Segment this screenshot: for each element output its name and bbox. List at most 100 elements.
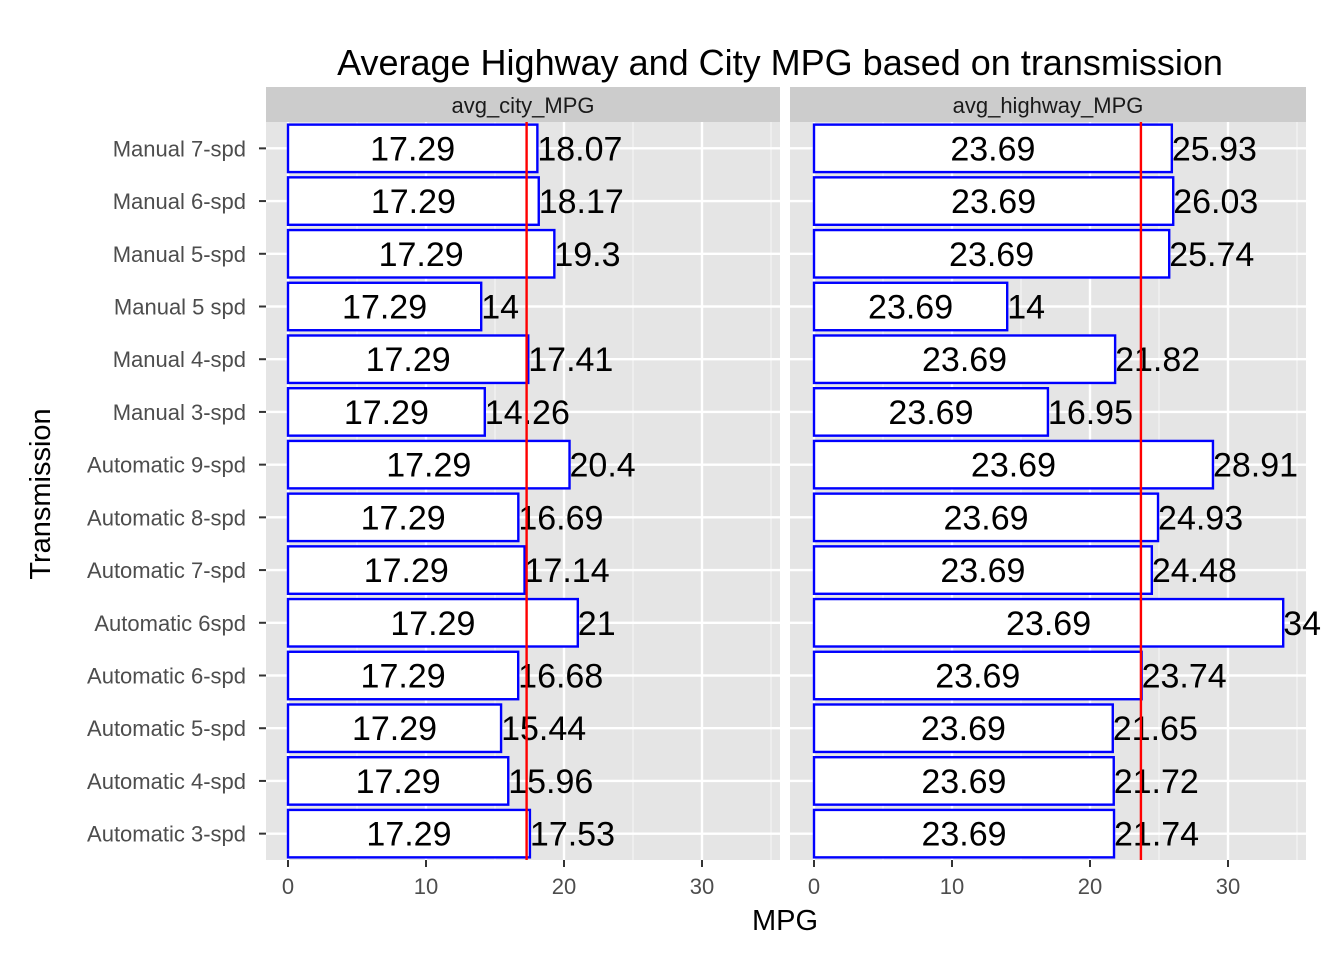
bar-value-label: 16.95	[1048, 394, 1133, 432]
bar-mean-label: 23.69	[921, 710, 1006, 748]
bar-value-label: 21.74	[1114, 816, 1199, 854]
bar	[812, 703, 1114, 754]
bar-mean-label: 23.69	[868, 289, 953, 327]
bar-mean-label: 17.29	[370, 130, 455, 168]
y-tick-label: Automatic 9-spd	[87, 453, 246, 478]
bar	[812, 545, 1154, 595]
bar-value-label: 18.17	[539, 183, 624, 221]
bar-value-label: 17.14	[525, 552, 610, 590]
bar	[812, 650, 1143, 701]
bar	[812, 228, 1171, 279]
y-tick-label: Automatic 7-spd	[87, 558, 246, 583]
bar-mean-label: 17.29	[366, 816, 451, 854]
x-tick-label: 0	[808, 874, 820, 899]
y-tick-label: Manual 6-spd	[113, 189, 246, 214]
bar-mean-label: 23.69	[921, 763, 1006, 801]
bar-value-label: 16.69	[518, 499, 603, 537]
bar-mean-label: 17.29	[390, 605, 475, 643]
bar	[286, 334, 530, 385]
bar-mean-label: 17.29	[364, 552, 449, 590]
bar-mean-label: 17.29	[356, 763, 441, 801]
y-tick-label: Automatic 3-spd	[87, 822, 246, 847]
y-tick-label: Manual 5-spd	[113, 242, 246, 267]
bar-mean-label: 23.69	[935, 658, 1020, 696]
facet-strip-label: avg_city_MPG	[451, 93, 594, 118]
x-tick-label: 0	[282, 874, 294, 899]
y-tick-label: Automatic 6spd	[94, 611, 246, 636]
bar-value-label: 23.74	[1142, 658, 1227, 696]
bar	[812, 808, 1116, 859]
bar-value-label: 21.82	[1115, 341, 1200, 379]
bar-value-label: 26.03	[1173, 183, 1258, 221]
bar-mean-label: 23.69	[888, 394, 973, 432]
bar-mean-label: 17.29	[371, 183, 456, 221]
facet-panel-1: avg_city_MPG 17.29 18.07 17.29 18.17 17.29 19.…	[266, 87, 780, 899]
bar-value-label: 18.07	[537, 130, 622, 168]
bar	[812, 176, 1175, 226]
bar	[286, 123, 539, 174]
bar	[812, 123, 1174, 174]
bar-value-label: 17.53	[530, 816, 615, 854]
x-tick-label: 20	[552, 874, 576, 899]
y-tick-label: Automatic 8-spd	[87, 505, 246, 530]
bar	[286, 756, 510, 806]
y-tick-label: Manual 3-spd	[113, 400, 246, 425]
bar	[286, 228, 556, 279]
plot-area: avg_city_MPG 17.29 18.07 17.29 18.17 17.29 19.…	[87, 87, 1321, 899]
y-tick-label: Manual 7-spd	[113, 136, 246, 161]
facet-strip	[266, 87, 780, 122]
bar-value-label: 19.3	[554, 236, 620, 274]
bar-mean-label: 23.69	[940, 552, 1025, 590]
bar-value-label: 24.48	[1152, 552, 1237, 590]
x-tick-label: 10	[414, 874, 438, 899]
facet-strip-label: avg_highway_MPG	[953, 93, 1144, 118]
bar-value-label: 34	[1283, 605, 1321, 643]
bar	[812, 281, 1009, 332]
bar-value-label: 16.68	[518, 658, 603, 696]
bar	[812, 492, 1160, 543]
bar-value-label: 25.74	[1169, 236, 1254, 274]
y-axis-title: Transmission	[25, 408, 57, 579]
bar	[286, 176, 540, 226]
y-tick-label: Automatic 4-spd	[87, 769, 246, 794]
x-tick-label: 30	[1216, 874, 1240, 899]
bar	[812, 334, 1117, 385]
bar-mean-label: 17.29	[366, 341, 451, 379]
bar	[286, 545, 526, 595]
bar	[286, 492, 520, 543]
bar	[286, 281, 483, 332]
facet-strip	[790, 87, 1306, 122]
bar-mean-label: 17.29	[342, 289, 427, 327]
bar	[286, 703, 503, 754]
bar-value-label: 15.44	[501, 710, 586, 748]
bar	[286, 650, 520, 701]
bar-value-label: 24.93	[1158, 499, 1243, 537]
bar-mean-label: 23.69	[950, 130, 1035, 168]
x-tick-label: 10	[940, 874, 964, 899]
bar-mean-label: 23.69	[922, 341, 1007, 379]
bar-value-label: 20.4	[570, 447, 636, 485]
y-tick-label: Manual 5 spd	[114, 295, 246, 320]
bar-value-label: 25.93	[1172, 130, 1257, 168]
y-tick-label: Automatic 5-spd	[87, 716, 246, 741]
y-tick-label: Manual 4-spd	[113, 347, 246, 372]
x-axis-title: MPG	[752, 905, 818, 937]
x-tick-label: 30	[690, 874, 714, 899]
bar	[812, 387, 1050, 437]
bar-mean-label: 23.69	[971, 447, 1056, 485]
bar-value-label: 21.65	[1113, 710, 1198, 748]
bar-value-label: 21	[578, 605, 616, 643]
facet-panel-2: avg_highway_MPG 23.69 25.93 23.69 26.03 23.69…	[790, 87, 1321, 899]
bar-mean-label: 23.69	[951, 183, 1036, 221]
bar-mean-label: 23.69	[943, 499, 1028, 537]
bar-value-label: 17.41	[528, 341, 613, 379]
bar	[286, 439, 571, 490]
chart-title: Average Highway and City MPG based on tr…	[337, 42, 1223, 83]
bar-value-label: 15.96	[508, 763, 593, 801]
x-tick-label: 20	[1078, 874, 1102, 899]
y-tick-label: Automatic 6-spd	[87, 664, 246, 689]
bar-value-label: 21.72	[1114, 763, 1199, 801]
bar	[286, 597, 579, 648]
bar	[812, 439, 1215, 490]
bar-mean-label: 23.69	[949, 236, 1034, 274]
